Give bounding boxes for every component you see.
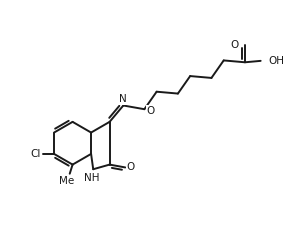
Text: O: O bbox=[127, 162, 135, 172]
Text: NH: NH bbox=[84, 173, 100, 183]
Text: Me: Me bbox=[59, 176, 74, 186]
Text: O: O bbox=[146, 106, 155, 116]
Text: O: O bbox=[230, 40, 239, 50]
Text: N: N bbox=[119, 94, 127, 104]
Text: Cl: Cl bbox=[30, 149, 41, 159]
Text: OH: OH bbox=[269, 56, 285, 66]
